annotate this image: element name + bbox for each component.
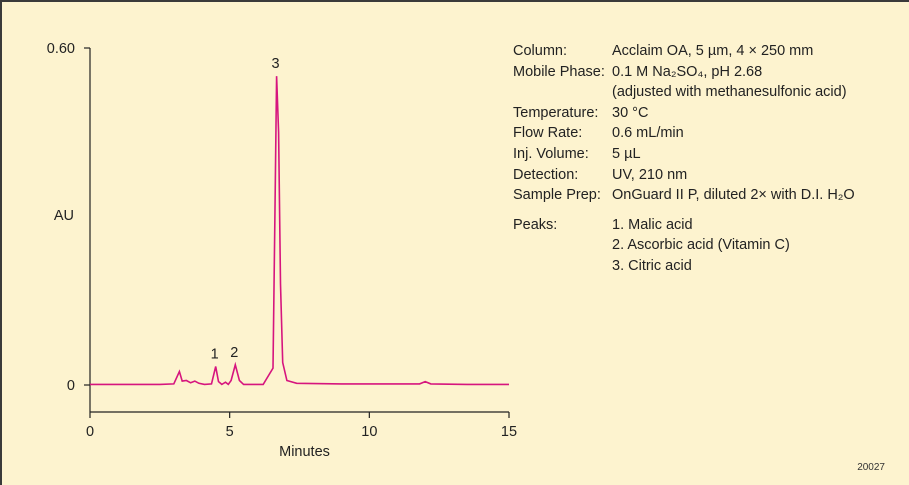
peak-list-item-value: 3. Citric acid — [612, 258, 692, 274]
condition-row-label: Sample Prep: — [513, 187, 601, 204]
condition-row-value: 0.6 mL/min — [612, 125, 684, 142]
condition-row-label: Mobile Phase: — [513, 63, 605, 80]
condition-row-label: Inj. Volume: — [513, 146, 589, 162]
chart-axes — [89, 48, 509, 413]
y-axis-label: AU — [54, 208, 74, 224]
peak-list-item-value: 2. Ascorbic acid (Vitamin C) — [612, 237, 790, 254]
condition-row-label: Flow Rate: — [513, 125, 583, 142]
condition-row-value: UV, 210 nm — [612, 166, 688, 183]
chromatogram-trace — [90, 76, 509, 386]
peak-label-1: 1 — [211, 346, 219, 362]
x-tick-label: 0 — [86, 424, 94, 440]
condition-row-label: Column: — [513, 43, 567, 59]
peak-list-item-label: Peaks: — [513, 216, 558, 233]
peak-list-item-value: 1. Malic acid — [612, 216, 693, 233]
condition-row-value: 5 µL — [612, 146, 641, 162]
condition-row-label: Temperature: — [513, 104, 599, 121]
x-axis-label: Minutes — [279, 444, 330, 460]
conditions-panel: Column: Acclaim OA, 5 µm, 4 × 250 mm Mobil… — [513, 41, 893, 341]
condition-row-label: Detection: — [513, 166, 579, 183]
condition-row-value: OnGuard II P, diluted 2× with D.I. H₂O — [612, 187, 855, 204]
peak-label-3: 3 — [272, 56, 280, 72]
condition-row-value: Acclaim OA, 5 µm, 4 × 250 mm — [612, 43, 814, 59]
y-tick-label: 0 — [67, 378, 75, 394]
condition-row-value: 30 °C — [612, 104, 649, 121]
y-tick-label: 0.60 — [47, 41, 75, 57]
figure-id: 20027 — [857, 462, 885, 473]
x-tick-label: 15 — [501, 424, 517, 440]
condition-row-value: (adjusted with methanesulfonic acid) — [612, 84, 847, 101]
condition-row-value: 0.1 M Na₂SO₄, pH 2.68 — [612, 63, 763, 80]
peak-label-2: 2 — [230, 345, 238, 361]
x-tick-label: 10 — [361, 424, 377, 440]
chart-ticks: 0 5 10 15 0 0.60 — [47, 41, 517, 440]
x-tick-label: 5 — [226, 424, 234, 440]
peak-labels: 1 2 3 — [211, 56, 280, 362]
